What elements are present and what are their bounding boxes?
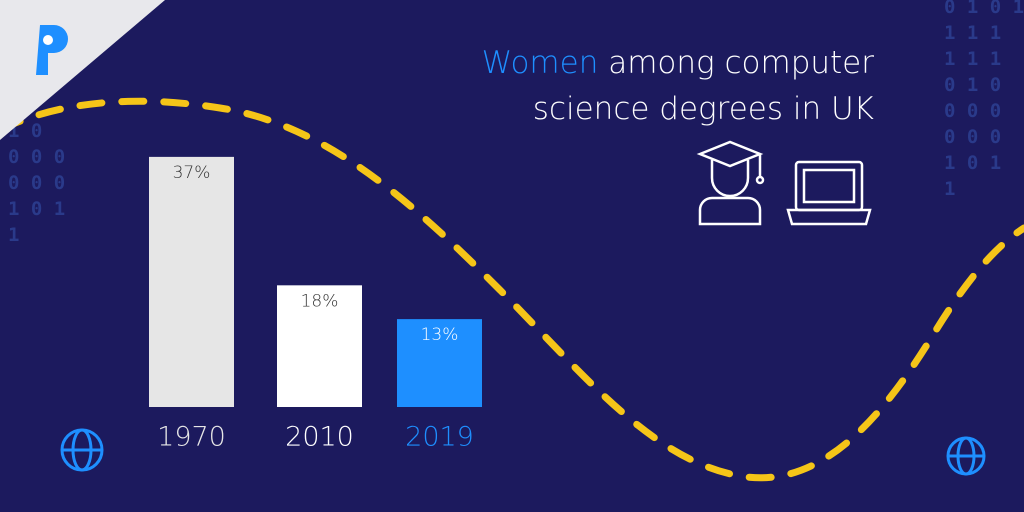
binary-row: 0 0 0 [8,172,66,194]
bar [397,319,482,407]
binary-row: 0 0 0 [8,146,66,168]
globe-right [946,436,986,476]
globe-left [60,428,104,472]
graduate-icon [696,140,765,226]
value-label: 37% [173,163,211,183]
binary-right: 0 1 0 1 1 1 1 1 1 1 0 1 0 0 0 0 0 0 0 1 0 1 1 [944,0,1024,202]
binary-row: 0 0 0 [944,126,1002,148]
corner [0,0,165,140]
binary-row: 1 0 1 [8,198,66,220]
binary-row: 1 [8,224,20,246]
binary-row: 1 0 1 [944,152,1002,174]
binary-row: 1 1 1 [944,22,1002,44]
category-label: 2019 [405,422,474,453]
binary-row: 0 1 0 1 [944,0,1024,18]
category-label: 2010 [285,422,354,453]
dashed-curve [0,97,1024,482]
binary-row: 1 0 [8,120,43,142]
binary-row: 1 [944,178,956,200]
value-label: 18% [301,291,339,311]
title-highlight: Women [481,45,599,81]
laptop-icon [786,160,872,226]
bar [149,156,234,407]
title-text: among computer science degrees in UK [532,45,874,127]
binary-row: 0 1 0 [944,74,1002,96]
bar [277,285,362,407]
logo-dot [43,35,53,45]
binary-row: 0 0 0 [944,100,1002,122]
title: Women among computer science degrees in … [454,40,874,132]
category-label: 1970 [157,422,226,453]
binary-row: 1 1 1 [944,48,1002,70]
binary-left: 1 0 0 0 0 0 0 0 1 0 1 1 [8,118,65,248]
value-label: 13% [421,325,459,345]
